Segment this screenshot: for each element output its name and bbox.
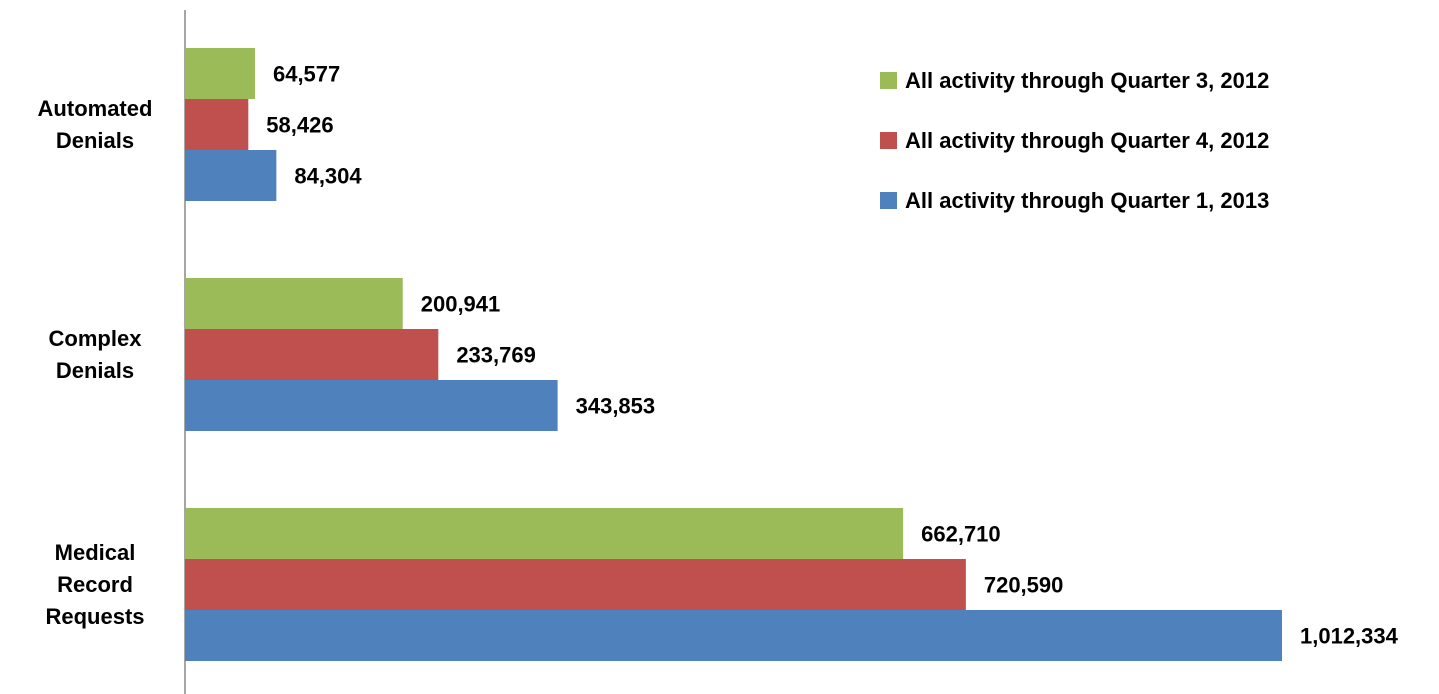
legend-swatch [880, 132, 897, 149]
bar [185, 99, 249, 150]
data-label: 720,590 [984, 572, 1064, 597]
legend-label: All activity through Quarter 4, 2012 [905, 128, 1269, 153]
data-label: 343,853 [576, 393, 656, 418]
bar [185, 278, 403, 329]
bar [185, 48, 255, 99]
category-label: Automated Denials [37, 95, 153, 153]
data-label: 200,941 [421, 291, 501, 316]
data-label: 1,012,334 [1300, 623, 1399, 648]
bar [185, 380, 558, 431]
bar [185, 559, 966, 610]
data-label: 233,769 [456, 342, 536, 367]
legend-label: All activity through Quarter 3, 2012 [905, 68, 1269, 93]
data-label: 64,577 [273, 61, 340, 86]
category-label: Medical Record Requests [45, 539, 145, 629]
bar [185, 508, 904, 559]
bar [185, 150, 277, 201]
data-label: 84,304 [294, 163, 362, 188]
legend-swatch [880, 192, 897, 209]
legend-label: All activity through Quarter 1, 2013 [905, 188, 1269, 213]
bar [185, 329, 439, 380]
data-label: 58,426 [266, 112, 333, 137]
category-label: Complex Denials [48, 325, 142, 383]
bar [185, 610, 1282, 661]
legend-swatch [880, 72, 897, 89]
data-label: 662,710 [921, 521, 1001, 546]
